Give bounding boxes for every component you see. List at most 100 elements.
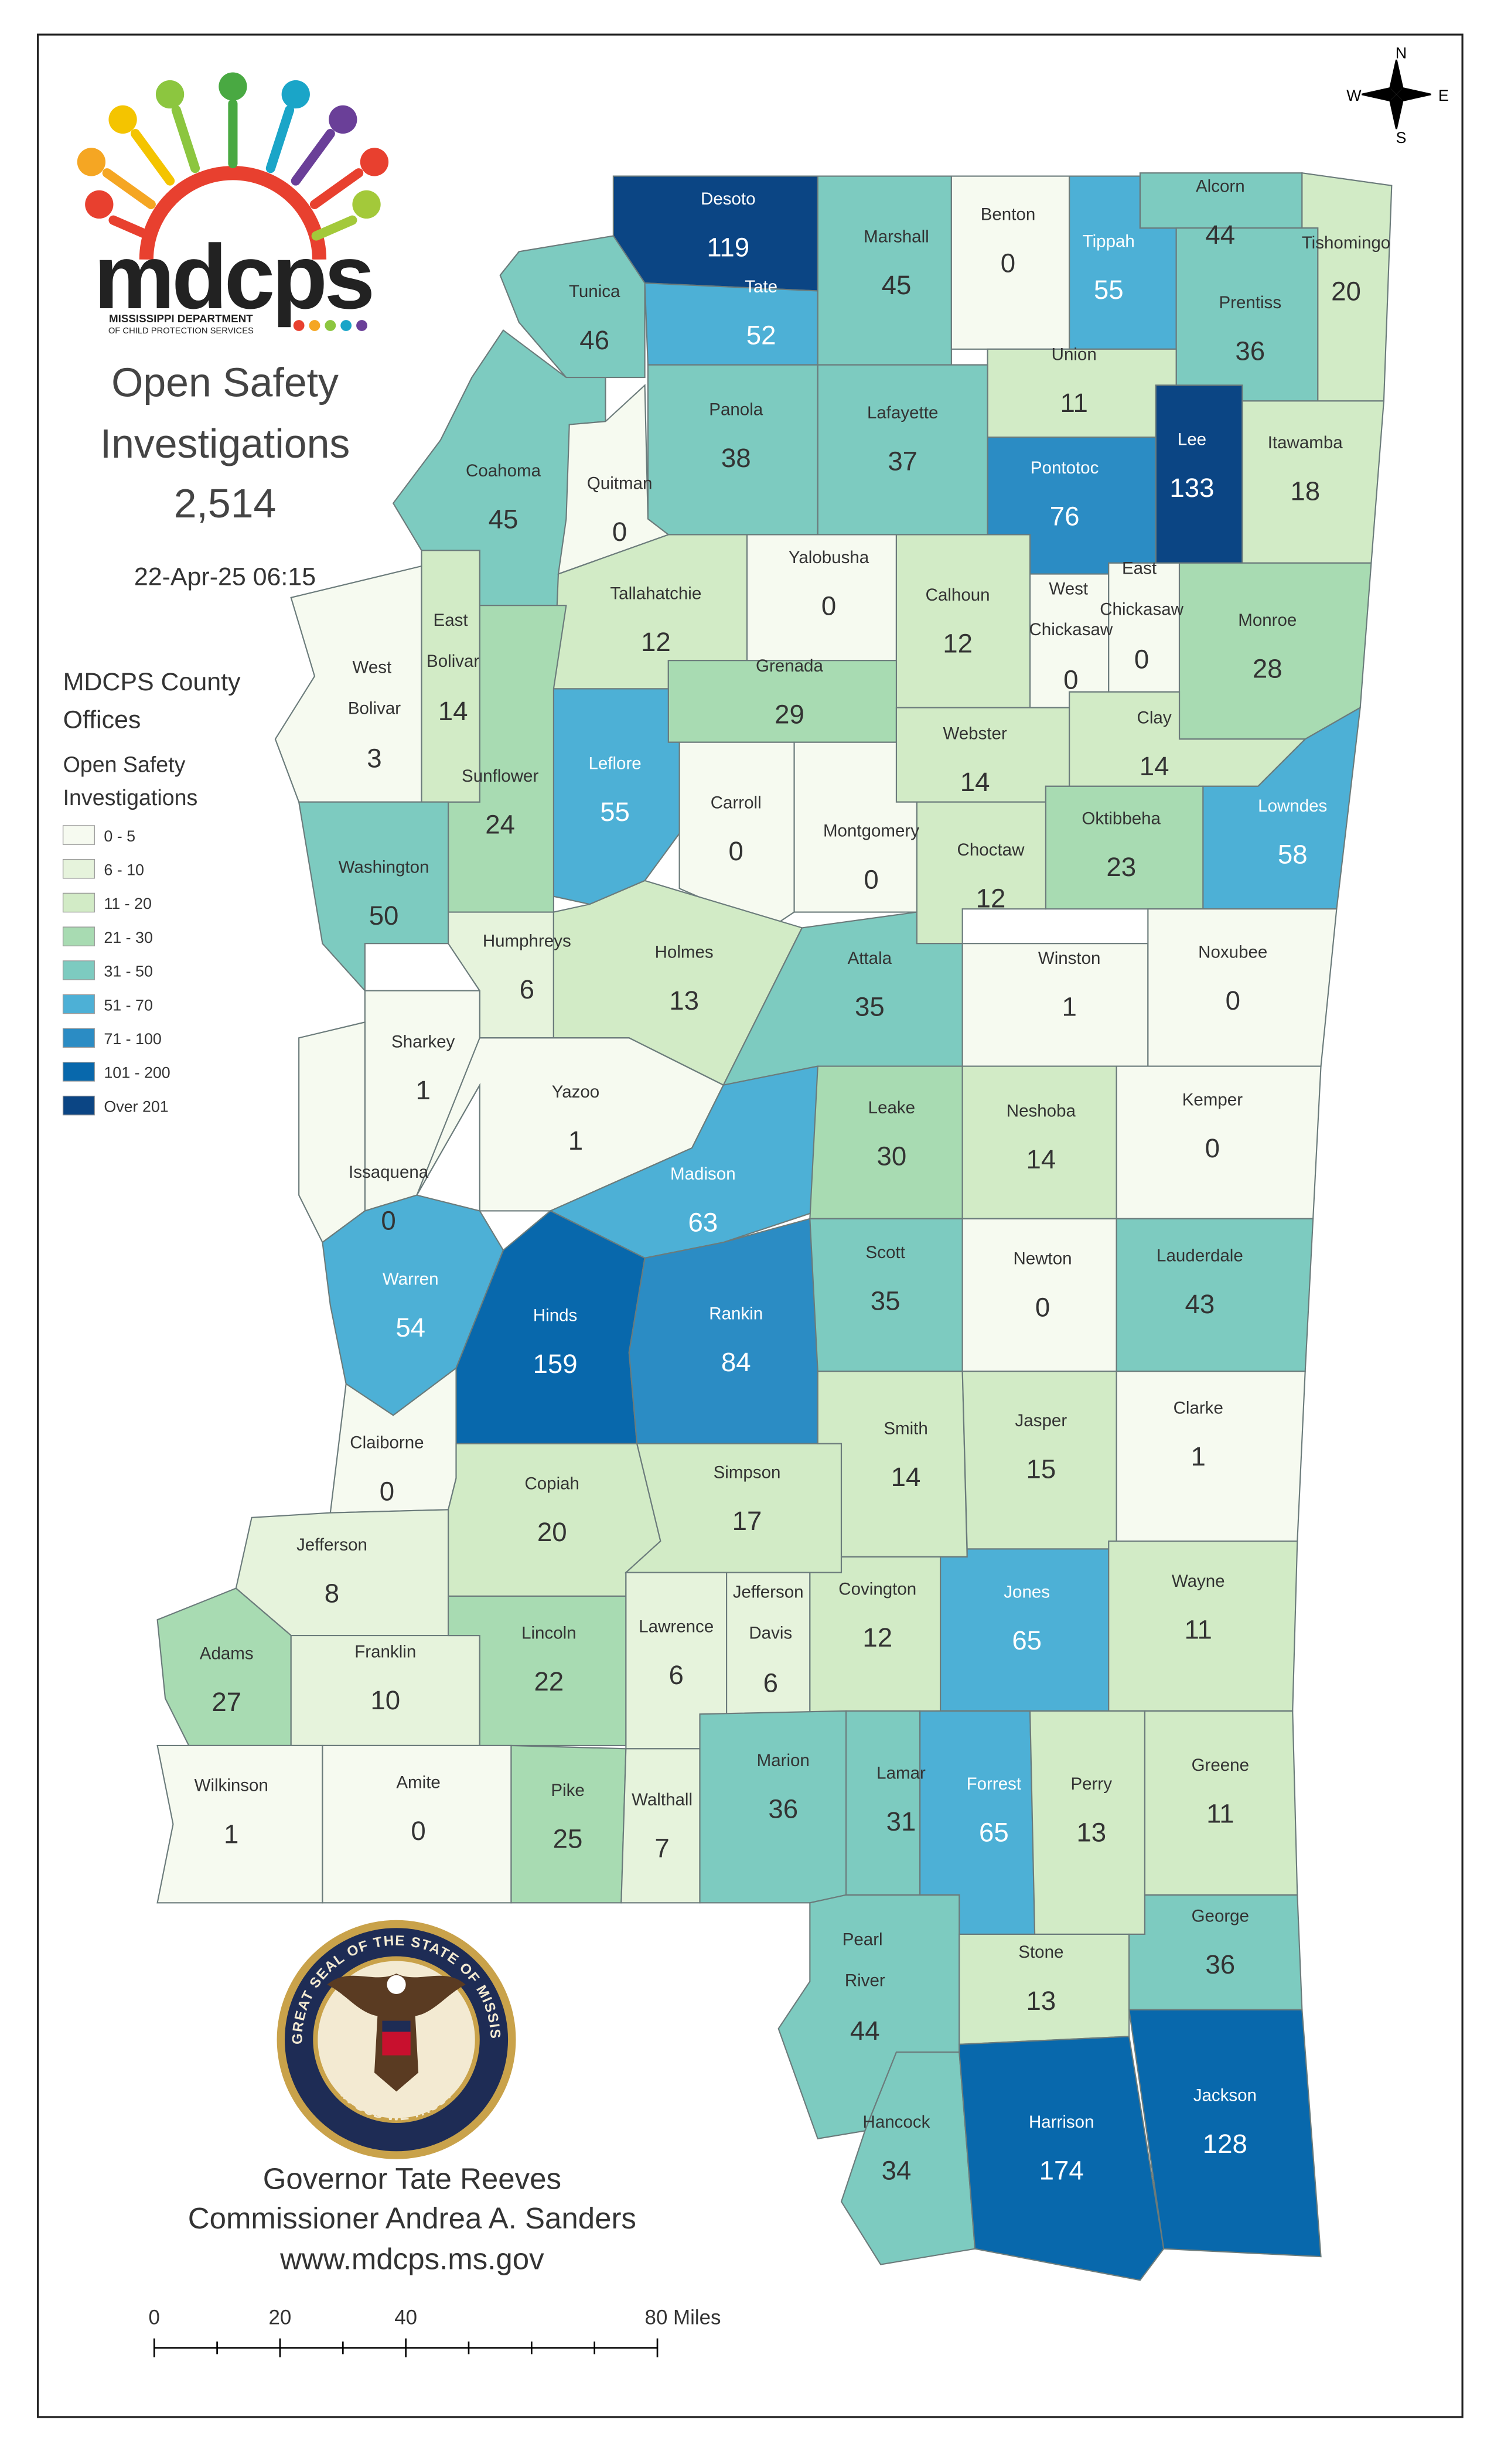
county-name: Prentiss [1219,293,1281,312]
county-value: 13 [1026,1986,1056,2016]
county-name: Panola [709,400,763,419]
county-name: Jefferson Davis [733,1583,809,1643]
county-name: Franklin [354,1642,416,1662]
county-value: 12 [943,629,973,659]
county-value: 15 [1026,1454,1056,1484]
legend-label: 11 - 20 [104,895,152,912]
county-value: 0 [821,591,836,621]
county-name: Wayne [1172,1572,1225,1591]
county-value: 23 [1106,852,1136,882]
county-name: Winston [1038,949,1101,968]
county-value: 13 [669,986,699,1015]
county-value: 14 [1140,751,1169,781]
county-value: 14 [960,767,990,797]
county [1116,1371,1306,1542]
county-value: 0 [612,517,627,547]
county-value: 0 [381,1206,395,1236]
county-name: West Bolivar [348,658,401,718]
compass-n: N [1396,44,1407,62]
county-value: 1 [568,1126,583,1156]
county-value: 44 [850,2016,880,2046]
county-name: Lee [1178,430,1206,449]
county-value: 7 [654,1833,669,1863]
county-name: Tallahatchie [610,584,701,603]
county-value: 0 [1226,986,1240,1015]
county-name: Benton [981,205,1036,224]
county-value: 0 [864,864,878,894]
county-value: 58 [1278,839,1308,869]
legend-swatch [62,1062,95,1082]
county-name: Clay [1137,708,1172,728]
county-value: 11 [1060,388,1088,418]
county-value: 119 [707,232,749,262]
county-name: George [1192,1906,1249,1925]
county-value: 12 [976,883,1006,913]
county-name: Wilkinson [195,1776,268,1795]
logo-figures [77,72,389,241]
scale-label: 80 Miles [645,2306,721,2329]
county-value: 45 [882,270,912,300]
county [1147,908,1338,1067]
county-name: Yazoo [552,1082,600,1102]
compass-w: W [1346,87,1362,104]
county-name: Rankin [709,1304,763,1324]
county-name: Warren [383,1270,439,1289]
scale-bar: 0 20 40 80 Miles [149,2306,721,2357]
legend-label: 101 - 200 [104,1064,170,1082]
county-value: 76 [1050,501,1080,531]
county-value: 55 [1094,275,1124,305]
county [678,741,795,929]
county-name: Tishomingo [1302,233,1390,253]
county-name: Forrest [967,1774,1021,1794]
county-value: 52 [746,321,776,350]
county-name: West Chickasaw [1029,579,1113,639]
compass: N S E W [1346,44,1449,146]
county [298,1021,366,1243]
county-value: 37 [888,446,917,476]
county-value: 50 [369,901,399,931]
county-name: Lamar [876,1763,926,1783]
county-value: 0 [1205,1133,1220,1163]
county-value: 0 [1001,248,1015,278]
legend-swatch [62,825,95,845]
county [557,384,670,575]
county-value: 36 [768,1794,798,1824]
county-value: 11 [1206,1798,1234,1828]
county-name: East Bolivar [427,611,479,671]
county-name: Harrison [1029,2112,1094,2132]
county-name: Perry [1070,1774,1112,1794]
county [644,282,818,366]
county-value: 24 [485,809,515,839]
county-value: 84 [721,1347,751,1377]
county-value: 29 [775,700,804,730]
logo-line1: MISSISSIPPI DEPARTMENT [109,312,253,325]
county-name: Sunflower [462,766,538,786]
county-name: Noxubee [1198,942,1267,962]
county [620,1748,701,1904]
legend-swatch [62,858,95,879]
county-name: Montgomery [823,822,919,841]
county-value: 3 [367,744,381,773]
county-name: Attala [848,949,892,968]
county [961,1065,1117,1219]
county-value: 13 [1076,1818,1106,1848]
county [845,1710,921,1896]
county-name: Madison [670,1164,736,1184]
county-name: Jefferson [296,1535,367,1555]
county-name: Pike [551,1781,584,1800]
county-value: 45 [489,505,519,534]
county-name: Lincoln [521,1623,577,1642]
county-value: 35 [855,992,885,1022]
county-value: 27 [212,1687,241,1717]
total: 2,514 [174,480,277,526]
logo: mdcps MISSISSIPPI DEPARTMENT OF CHILD PR… [77,72,389,336]
county-value: 36 [1235,336,1265,366]
legend-label: 21 - 30 [104,929,153,946]
county-name: Choctaw [957,840,1025,860]
county-value: 17 [732,1506,762,1536]
county-name: Leflore [588,754,641,773]
county-name: Greene [1192,1756,1249,1775]
county-name: Lawrence [639,1617,714,1637]
